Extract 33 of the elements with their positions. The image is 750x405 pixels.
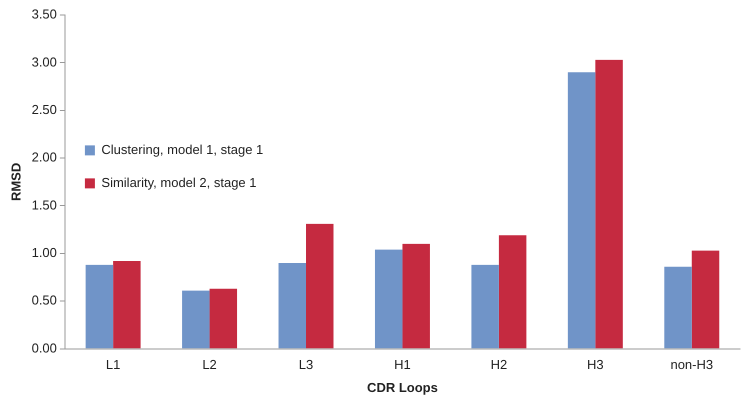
bar: [402, 244, 430, 348]
y-tick-label: 3.00: [32, 54, 57, 70]
bar: [692, 250, 720, 348]
bar: [568, 72, 596, 348]
y-tick-label: 1.50: [32, 197, 57, 212]
x-tick-label: L2: [202, 357, 217, 372]
bar: [182, 290, 210, 348]
bar: [498, 235, 526, 348]
bar: [86, 264, 114, 348]
bar: [210, 288, 238, 348]
x-tick-label: H3: [587, 357, 604, 372]
x-tick-label: L1: [106, 357, 120, 372]
legend-label: Clustering, model 1, stage 1: [101, 142, 264, 157]
x-tick-label: H1: [394, 357, 411, 372]
bar: [278, 262, 306, 348]
bar: [306, 224, 334, 348]
bar: [374, 250, 402, 348]
bar: [595, 60, 623, 348]
bar: [664, 266, 692, 348]
x-tick-label: non-H3: [670, 357, 714, 372]
y-tick-label: 2.50: [32, 102, 57, 117]
y-axis-title: RMSD: [8, 162, 24, 202]
x-tick-label: L3: [298, 357, 314, 372]
y-tick-label: 0.00: [32, 340, 57, 356]
y-tick-label: 3.50: [32, 6, 57, 22]
y-tick-label: 2.00: [32, 150, 57, 165]
x-axis-title: CDR Loops: [367, 380, 438, 395]
bar: [471, 264, 499, 348]
legend-label: Similarity, model 2, stage 1: [101, 174, 257, 190]
y-tick-label: 1.00: [32, 245, 57, 260]
bar: [113, 261, 141, 348]
x-tick-label: H2: [490, 357, 508, 372]
y-tick-label: 0.50: [32, 292, 57, 308]
